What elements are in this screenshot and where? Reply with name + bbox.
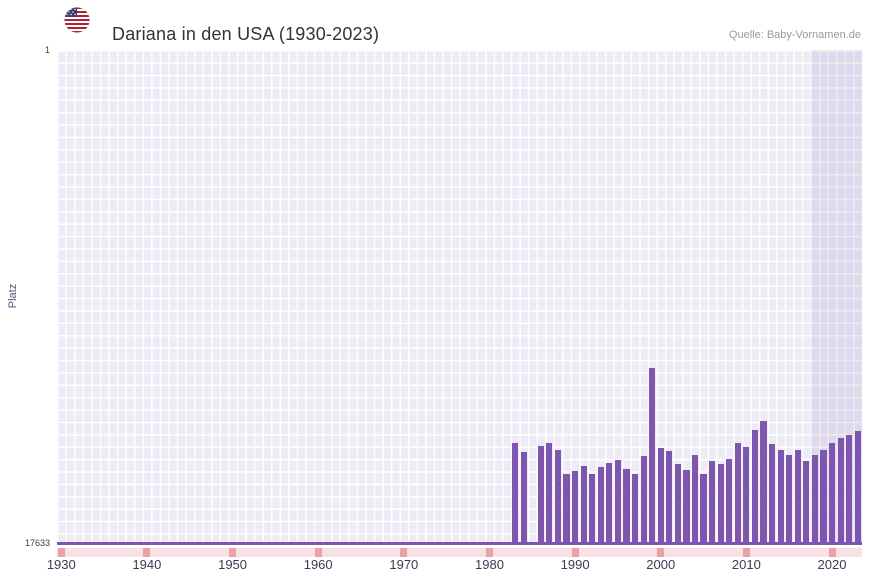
y-axis-label: Platz xyxy=(7,283,19,309)
chart-bar-2004[interactable] xyxy=(691,455,699,545)
no-data-tick-1930 xyxy=(57,548,65,557)
chart-bar-1990[interactable] xyxy=(572,471,579,545)
chart-bar-1996[interactable] xyxy=(623,469,630,545)
chart-bar-2021[interactable] xyxy=(837,437,844,545)
chart-bar-1988[interactable] xyxy=(554,450,562,545)
chart-bar-1992[interactable] xyxy=(589,473,596,545)
y-tick-bottom: 17633 xyxy=(24,538,50,548)
no-data-tick-1950 xyxy=(229,548,237,557)
plot-area xyxy=(57,50,862,545)
chart-bar-2014[interactable] xyxy=(777,450,784,545)
x-tick-2020: 2020 xyxy=(817,557,847,572)
chart-bar-2019[interactable] xyxy=(820,450,827,545)
x-tick-1930: 1930 xyxy=(46,557,76,572)
chart-bar-1987[interactable] xyxy=(546,443,553,545)
chart-bar-2000[interactable] xyxy=(657,448,664,545)
chart-title: Dariana in den USA (1930-2023) xyxy=(112,24,380,45)
chart-bar-1994[interactable] xyxy=(606,462,613,545)
no-data-tick-2020 xyxy=(828,548,836,557)
chart-bar-2010[interactable] xyxy=(743,446,750,545)
x-tick-2000: 2000 xyxy=(646,557,676,572)
chart-bar-2005[interactable] xyxy=(700,473,707,545)
chart-bar-2003[interactable] xyxy=(683,469,690,545)
chart-bar-1984[interactable] xyxy=(520,452,527,545)
chart-bar-2023[interactable] xyxy=(854,430,861,545)
x-tick-1970: 1970 xyxy=(389,557,419,572)
chart-bar-2002[interactable] xyxy=(674,464,681,545)
us-flag-icon xyxy=(64,7,90,33)
x-tick-1960: 1960 xyxy=(303,557,333,572)
x-tick-1980: 1980 xyxy=(475,557,504,572)
chart-bar-1999[interactable] xyxy=(649,368,656,545)
no-data-tick-1940 xyxy=(143,548,151,557)
chart-bar-2001[interactable] xyxy=(666,451,673,545)
chart-bar-2013[interactable] xyxy=(768,444,776,545)
chart-bar-2012[interactable] xyxy=(760,421,767,545)
chart-bar-1998[interactable] xyxy=(640,455,647,545)
no-data-tick-1990 xyxy=(571,548,579,557)
chart-bar-1989[interactable] xyxy=(563,473,570,545)
chart-bar-2018[interactable] xyxy=(811,455,818,545)
highlight-band xyxy=(810,50,862,545)
no-data-tick-2000 xyxy=(657,548,665,557)
chart-bar-1997[interactable] xyxy=(631,473,639,545)
source-credit: Quelle: Baby-Vornamen.de xyxy=(728,29,861,41)
chart-bar-2009[interactable] xyxy=(734,443,741,545)
chart-bar-2020[interactable] xyxy=(828,443,836,545)
x-tick-1940: 1940 xyxy=(132,557,162,572)
chart-bar-1993[interactable] xyxy=(597,466,604,545)
chart-bar-2017[interactable] xyxy=(803,460,810,545)
no-data-tick-1980 xyxy=(485,548,493,557)
x-tick-1990: 1990 xyxy=(560,557,590,572)
y-tick-top: 1 xyxy=(44,45,50,55)
x-tick-1950: 1950 xyxy=(218,557,248,572)
chart-bar-1991[interactable] xyxy=(580,466,587,545)
x-axis-baseline xyxy=(57,542,862,545)
chart-bar-2022[interactable] xyxy=(846,434,853,545)
chart-bar-2016[interactable] xyxy=(794,450,801,545)
chart-bar-1983[interactable] xyxy=(512,443,519,545)
x-tick-2010: 2010 xyxy=(731,557,761,572)
chart-bar-2007[interactable] xyxy=(717,464,724,545)
chart-bar-2008[interactable] xyxy=(726,459,733,545)
chart-bar-1995[interactable] xyxy=(614,459,621,545)
chart-bar-2006[interactable] xyxy=(709,460,716,545)
chart-bar-2015[interactable] xyxy=(786,455,793,545)
no-data-strip xyxy=(57,548,862,557)
no-data-tick-2010 xyxy=(742,548,750,557)
no-data-tick-1960 xyxy=(314,548,322,557)
no-data-tick-1970 xyxy=(400,548,408,557)
chart-bar-1986[interactable] xyxy=(537,446,544,545)
chart-bar-2011[interactable] xyxy=(751,430,759,545)
